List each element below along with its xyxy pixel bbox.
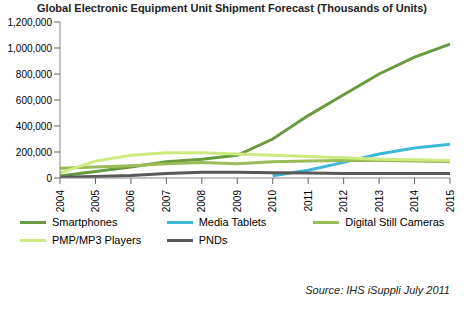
html-text:PMP/MP3 Players: PMP/MP3 Players [52, 234, 142, 246]
svg-text:2011: 2011 [303, 190, 314, 212]
svg-text:2010: 2010 [267, 190, 278, 212]
svg-text:0: 0 [46, 173, 52, 184]
html-text:Smartphones: Smartphones [52, 216, 118, 228]
svg-text:1,200,000: 1,200,000 [8, 17, 52, 28]
html-text:Media Tablets: Media Tablets [198, 216, 267, 228]
html-text:Global Electronic Equipment Un: Global Electronic Equipment Unit Shipmen… [37, 2, 427, 14]
svg-text:2008: 2008 [196, 190, 207, 212]
svg-text:800,000: 800,000 [16, 69, 53, 80]
svg-text:2012: 2012 [338, 190, 349, 212]
svg-text:2013: 2013 [374, 190, 385, 212]
svg-text:2014: 2014 [409, 190, 420, 212]
html-text:Source: IHS iSuppli July 2011: Source: IHS iSuppli July 2011 [305, 284, 450, 296]
html-text:PNDs: PNDs [198, 234, 228, 246]
svg-text:2005: 2005 [90, 190, 101, 212]
svg-text:400,000: 400,000 [16, 121, 53, 132]
svg-text:2004: 2004 [55, 190, 66, 212]
svg-text:2006: 2006 [125, 190, 136, 212]
svg-text:2007: 2007 [161, 190, 172, 212]
svg-text:200,000: 200,000 [16, 147, 53, 158]
html-text:Digital Still Cameras: Digital Still Cameras [345, 216, 445, 228]
svg-text:2015: 2015 [445, 190, 456, 212]
svg-text:1,000,000: 1,000,000 [8, 43, 52, 54]
svg-text:2009: 2009 [232, 190, 243, 212]
svg-text:600,000: 600,000 [16, 95, 53, 106]
